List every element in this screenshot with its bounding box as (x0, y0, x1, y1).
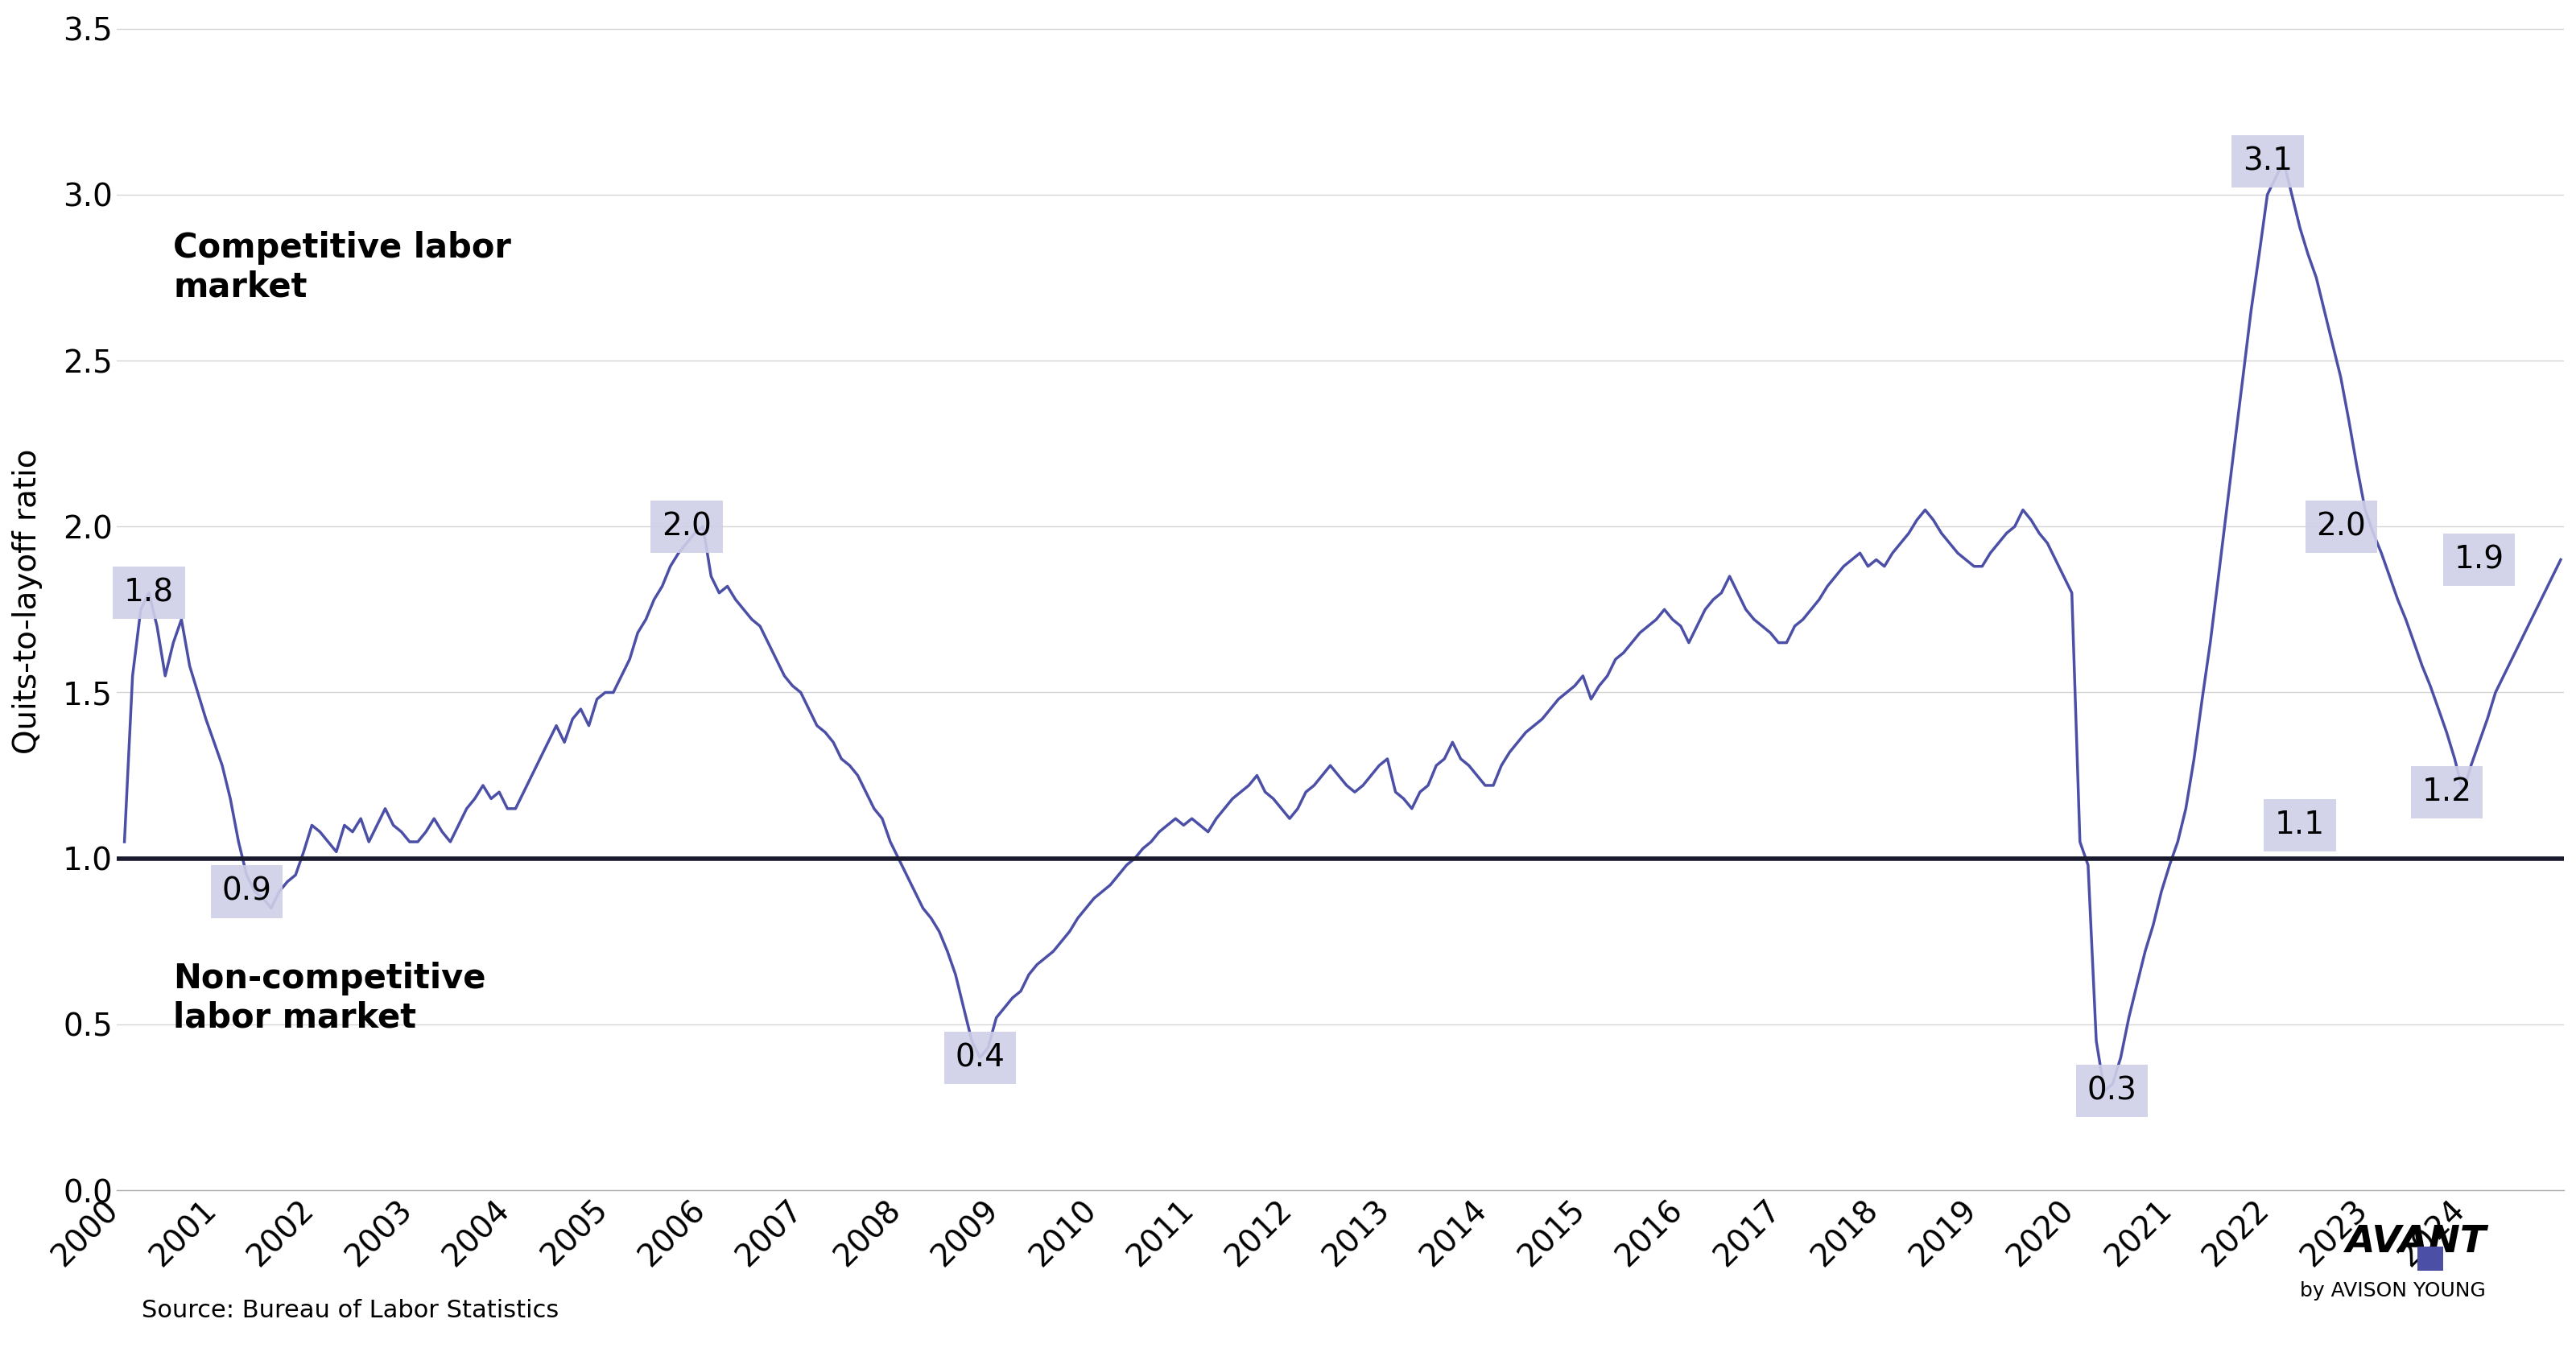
Text: by AVISON YOUNG: by AVISON YOUNG (2300, 1282, 2486, 1301)
Text: Source: Bureau of Labor Statistics: Source: Bureau of Labor Statistics (142, 1299, 559, 1322)
Text: 1.9: 1.9 (2455, 545, 2504, 575)
Text: AVANT: AVANT (2344, 1224, 2486, 1260)
Text: 0.3: 0.3 (2087, 1075, 2138, 1106)
Text: 1.8: 1.8 (124, 577, 173, 608)
Y-axis label: Quits-to-layoff ratio: Quits-to-layoff ratio (13, 449, 44, 754)
Text: 2.0: 2.0 (2316, 511, 2365, 542)
Text: 0.9: 0.9 (222, 876, 270, 907)
Text: 3.1: 3.1 (2244, 146, 2293, 177)
Text: 0.4: 0.4 (956, 1042, 1005, 1073)
Text: Non-competitive
labor market: Non-competitive labor market (173, 961, 487, 1034)
Text: Competitive labor
market: Competitive labor market (173, 231, 510, 304)
Text: 1.1: 1.1 (2275, 810, 2326, 841)
Text: 2.0: 2.0 (662, 511, 711, 542)
Text: 1.2: 1.2 (2421, 777, 2470, 807)
